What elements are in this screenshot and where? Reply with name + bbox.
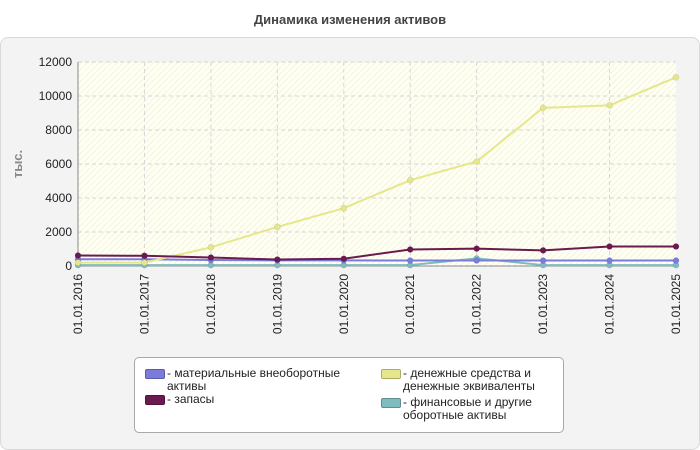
chart-title: Динамика изменения активов: [253, 12, 447, 27]
data-point-2: [274, 223, 281, 231]
data-point-1: [141, 252, 148, 260]
data-point-0: [539, 257, 547, 264]
data-point-0: [473, 257, 480, 264]
data-point-2: [141, 259, 148, 266]
x-tick-label: 01.01.2017: [137, 274, 151, 334]
data-point-2: [207, 244, 215, 251]
data-point-1: [207, 254, 215, 261]
y-tick-label: 12000: [39, 55, 73, 69]
y-tick-label: 6000: [45, 157, 72, 171]
data-point-1: [672, 243, 680, 250]
data-point-1: [340, 255, 348, 262]
legend-label-inventory: - запасы: [167, 392, 215, 406]
data-point-2: [74, 259, 82, 266]
data-point-2: [606, 102, 613, 109]
data-point-0: [406, 257, 414, 264]
legend-label-material-assets: - материальные внеоборотные активы: [167, 366, 340, 393]
y-tick-label: 10000: [39, 89, 73, 103]
x-tick-label: 01.01.2024: [603, 274, 617, 334]
data-point-0: [672, 257, 680, 264]
data-point-1: [473, 245, 480, 252]
data-point-2: [473, 158, 480, 165]
x-tick-label: 01.01.2016: [71, 274, 85, 334]
series-line-3: [78, 257, 676, 267]
data-point-1: [539, 247, 547, 254]
x-tick-label: 01.01.2021: [403, 274, 417, 334]
y-axis-label: тыс.: [10, 150, 25, 178]
y-tick-label: 0: [65, 259, 72, 273]
legend: - материальные внеоборотные активы - зап…: [134, 357, 564, 433]
x-tick-label: 01.01.2018: [204, 274, 218, 334]
legend-swatch-cash: [381, 369, 401, 379]
legend-swatch-inventory: [145, 395, 165, 405]
series-line-1: [77, 245, 676, 261]
data-point-2: [406, 176, 414, 184]
x-tick-label: 01.01.2020: [337, 274, 351, 334]
data-point-0: [606, 257, 613, 264]
y-tick-label: 8000: [45, 123, 72, 137]
series-line-2: [78, 76, 677, 264]
series-line-0: [78, 258, 676, 262]
data-point-1: [74, 252, 82, 259]
data-point-2: [340, 204, 348, 212]
data-point-1: [606, 243, 613, 250]
x-tick-label: 01.01.2019: [270, 274, 284, 334]
x-tick-label: 01.01.2023: [536, 274, 550, 334]
legend-label-financial-assets: - финансовые и другие оборотные активы: [403, 395, 532, 422]
plot-background: [78, 62, 676, 266]
legend-label-cash: - денежные средства и денежные эквивален…: [403, 366, 535, 393]
data-point-2: [539, 104, 547, 112]
data-point-2: [672, 74, 680, 81]
legend-swatch-material-assets: [145, 369, 165, 379]
x-tick-label: 01.01.2025: [669, 274, 683, 334]
x-tick-label: 01.01.2022: [470, 274, 484, 334]
y-tick-label: 2000: [45, 225, 72, 239]
legend-swatch-financial-assets: [381, 398, 401, 408]
data-point-1: [406, 246, 414, 253]
y-tick-label: 4000: [45, 191, 72, 205]
data-point-1: [274, 256, 281, 263]
